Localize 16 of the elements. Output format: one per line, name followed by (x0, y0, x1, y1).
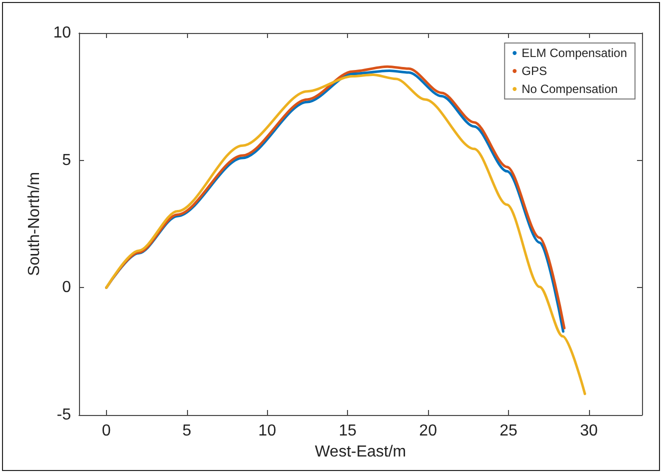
legend-label: GPS (522, 64, 547, 78)
x-tick-label: 0 (102, 422, 111, 440)
x-tick-label: 5 (182, 422, 192, 440)
x-tick-label: 20 (419, 422, 438, 440)
x-tick-label: 25 (500, 422, 518, 440)
y-tick-label: 0 (62, 279, 72, 296)
x-tick-label: 10 (258, 422, 276, 440)
y-axis-title: South-North/m (26, 172, 43, 276)
y-tick-label: 10 (53, 24, 72, 42)
x-tick-label: 30 (580, 422, 598, 440)
y-tick-label: -5 (56, 406, 72, 424)
y-tick-label: 5 (62, 152, 72, 169)
x-tick-label: 15 (338, 422, 357, 440)
legend-label: ELM Compensation (522, 46, 628, 60)
x-axis-title: West-East/m (314, 443, 406, 460)
legend-label: No Compensation (522, 82, 618, 96)
